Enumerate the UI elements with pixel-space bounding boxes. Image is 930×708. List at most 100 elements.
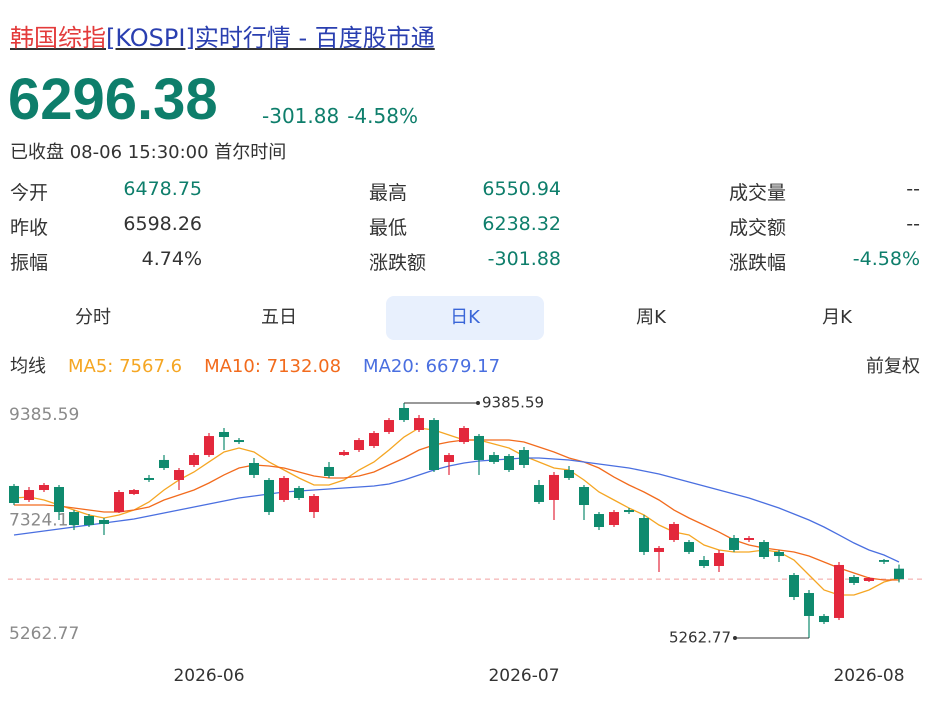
candle-body <box>534 484 544 502</box>
candle-body <box>369 433 379 447</box>
candle-body <box>459 427 469 443</box>
candle-body <box>249 462 259 475</box>
candle-body <box>129 490 139 495</box>
stat-value: 6238.32 <box>482 213 561 235</box>
candle-body <box>849 576 859 583</box>
candle-body <box>564 470 574 478</box>
stat-label: 成交量 <box>729 182 787 204</box>
title-highlight[interactable]: 韩国综指 <box>10 24 106 52</box>
tab[interactable]: 分时 <box>75 307 111 328</box>
candle-body <box>429 420 439 471</box>
candle-body <box>819 615 829 623</box>
stat-value: 4.74% <box>141 248 202 270</box>
price: 6296.38 <box>8 67 218 132</box>
candle-body <box>579 486 589 506</box>
candle-body <box>24 490 34 500</box>
candle-body <box>759 541 769 557</box>
candle-body <box>669 523 679 541</box>
change-percent: -4.58% <box>347 104 418 128</box>
ma-line <box>13 457 900 563</box>
ma-legend-item: MA20: 6679.17 <box>363 356 501 377</box>
candle-body <box>804 593 814 616</box>
stat-value: 6598.26 <box>123 213 202 235</box>
y-tick-label: 9385.59 <box>9 405 79 425</box>
candle-body <box>864 577 874 581</box>
ma-legend: 均线 MA5: 7567.6 MA10: 7132.08 MA20: 6679.17 <box>10 352 920 378</box>
candle-body <box>444 455 454 462</box>
x-tick-label: 2026-08 <box>833 666 904 686</box>
stat-label: 今开 <box>10 182 49 204</box>
candle-body <box>114 492 124 513</box>
candle-body <box>414 418 424 430</box>
tab[interactable]: 日K <box>386 296 544 340</box>
candle-body <box>159 459 169 469</box>
candle-body <box>789 575 799 598</box>
candle-body <box>294 488 304 498</box>
ma-label: 均线 <box>10 356 46 377</box>
x-tick-label: 2026-07 <box>488 666 559 686</box>
candle-body <box>174 470 184 480</box>
candle-body <box>234 440 244 443</box>
candle-body <box>624 510 634 513</box>
page-title[interactable]: 韩国综指[KOSPI]实时行情 - 百度股市通 <box>10 18 435 53</box>
min-label: 5262.77 <box>669 629 731 647</box>
candle-body <box>324 466 334 476</box>
candle-body <box>774 551 784 557</box>
y-tick-label: 7324.18 <box>9 511 79 531</box>
candle-body <box>639 518 649 552</box>
y-tick-label: 5262.77 <box>9 624 79 644</box>
candle-body <box>489 455 499 462</box>
candle-body <box>69 512 79 526</box>
candle-body <box>54 486 64 513</box>
candle-body <box>204 436 214 456</box>
stat-value: -4.58% <box>852 248 920 270</box>
stat-value: -301.88 <box>487 248 561 270</box>
candle-body <box>474 435 484 460</box>
stat-label: 昨收 <box>10 217 49 239</box>
candle-body <box>384 420 394 432</box>
title-rest[interactable]: [KOSPI]实时行情 - 百度股市通 <box>106 24 435 52</box>
candle-body <box>699 560 709 566</box>
change: -301.88 -4.58% <box>262 104 418 128</box>
candle-body <box>399 407 409 421</box>
stat-label: 涨跌额 <box>369 252 427 274</box>
tab[interactable]: 周K <box>636 307 666 328</box>
stat-label: 最高 <box>369 182 408 204</box>
ma-line <box>14 439 899 581</box>
candle-body <box>99 519 109 524</box>
adjust-label[interactable]: 前复权 <box>866 356 920 377</box>
candle-body <box>894 568 904 580</box>
candle-body <box>9 485 19 504</box>
candle-body <box>549 474 559 500</box>
candle-body <box>309 496 319 513</box>
candle-body <box>744 538 754 541</box>
min-dot <box>733 636 737 640</box>
ma-legend-item: MA10: 7132.08 <box>204 356 342 377</box>
candle-body <box>39 484 49 491</box>
tab[interactable]: 月K <box>822 307 852 328</box>
tab[interactable]: 五日 <box>261 307 297 328</box>
change-value: -301.88 <box>262 104 340 128</box>
candle-body <box>84 516 94 526</box>
stat-label: 振幅 <box>10 252 49 274</box>
candle-body <box>654 547 664 552</box>
candle-body <box>729 538 739 550</box>
stat-label: 成交额 <box>729 217 787 239</box>
candle-body <box>684 541 694 552</box>
stat-label: 涨跌幅 <box>729 252 787 274</box>
stat-label: 最低 <box>369 217 408 239</box>
stat-value: 6478.75 <box>123 178 202 200</box>
stat-value: -- <box>906 178 920 200</box>
ma-line <box>13 427 900 596</box>
status: 已收盘 08-06 15:30:00 首尔时间 <box>10 142 287 163</box>
stat-value: -- <box>906 213 920 235</box>
candle-body <box>279 477 289 500</box>
candle-body <box>519 450 529 465</box>
candle-body <box>339 451 349 456</box>
candle-body <box>264 479 274 513</box>
candle-body <box>504 455 514 471</box>
x-tick-label: 2026-06 <box>173 666 244 686</box>
candle-body <box>189 455 199 465</box>
